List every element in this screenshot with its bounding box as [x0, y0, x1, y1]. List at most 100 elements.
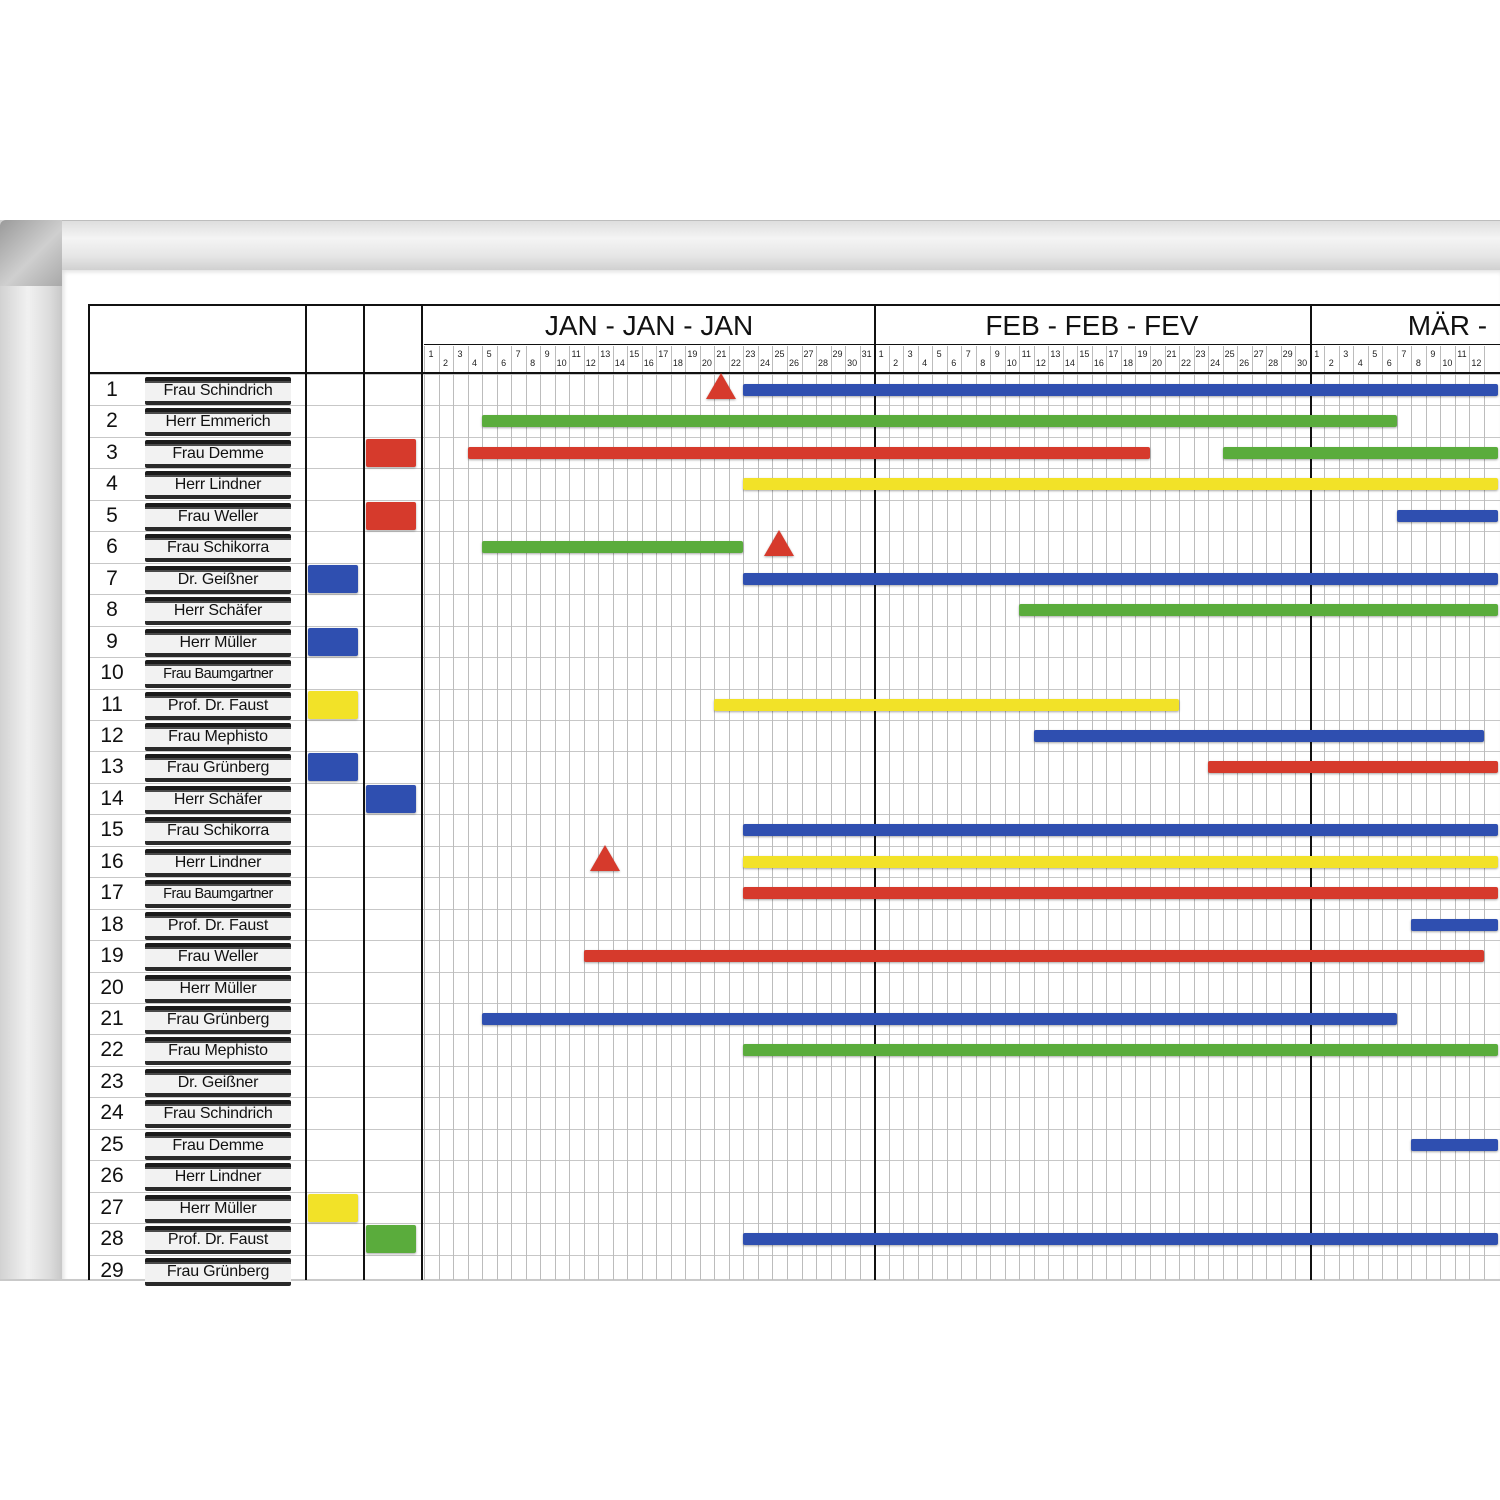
name-card-label: Frau Mephisto [168, 1042, 268, 1060]
day-gridline [1135, 346, 1137, 1280]
status-magnet-col2[interactable] [366, 1225, 416, 1254]
day-number: 25 [774, 349, 785, 359]
row-gridline [88, 908, 1500, 910]
day-gridline [975, 346, 977, 1280]
name-card[interactable]: Herr Müller [145, 1194, 291, 1223]
planning-bar[interactable] [1396, 509, 1499, 522]
day-gridline [961, 346, 963, 1280]
planning-bar[interactable] [1033, 729, 1484, 742]
row-gridline [88, 468, 1500, 470]
day-number: 24 [759, 358, 770, 368]
name-card[interactable]: Frau Schikorra [145, 534, 291, 563]
name-card[interactable]: Dr. Geißner [145, 565, 291, 594]
name-card[interactable]: Prof. Dr. Faust [145, 1226, 291, 1255]
row-number: 26 [100, 1164, 124, 1188]
board-frame-top [0, 220, 1500, 271]
planning-bar[interactable] [743, 384, 1499, 396]
planning-bar[interactable] [1411, 1138, 1499, 1151]
status-magnet-col1[interactable] [308, 564, 358, 593]
name-card[interactable]: Frau Schindrich [145, 377, 291, 405]
day-gridline [990, 346, 992, 1280]
day-gridline [1193, 346, 1195, 1280]
name-card[interactable]: Frau Mephisto [145, 1037, 291, 1066]
row-gridline [88, 499, 1500, 501]
planning-bar[interactable] [482, 415, 1397, 428]
day-number: 27 [803, 349, 814, 359]
name-card[interactable]: Herr Lindner [145, 1163, 291, 1192]
status-magnet-col1[interactable] [308, 627, 358, 656]
name-card[interactable]: Dr. Geißner [145, 1068, 291, 1097]
planning-bar[interactable] [743, 1233, 1499, 1246]
planning-bar[interactable] [743, 572, 1499, 585]
day-number: 3 [457, 349, 463, 359]
day-number: 18 [1122, 358, 1133, 368]
planning-bar[interactable] [467, 446, 1150, 459]
name-card[interactable]: Frau Weller [145, 502, 291, 531]
planning-bar[interactable] [743, 824, 1499, 837]
name-card-label: Frau Baumgartner [163, 666, 273, 683]
name-card[interactable]: Frau Grünberg [145, 1257, 291, 1286]
day-gridline [511, 346, 513, 1280]
day-number: 15 [1079, 349, 1090, 359]
day-gridline [424, 346, 425, 1280]
name-card[interactable]: Frau Schikorra [145, 817, 291, 846]
triangle-marker[interactable] [706, 373, 737, 399]
row-gridline [88, 562, 1500, 564]
planning-bar[interactable] [1019, 604, 1499, 617]
planning-bar[interactable] [743, 887, 1499, 900]
status-magnet-col1[interactable] [308, 753, 358, 782]
day-gridline [453, 346, 455, 1280]
planning-bar[interactable] [1208, 761, 1499, 774]
status-magnet-col1[interactable] [308, 1193, 358, 1222]
triangle-marker[interactable] [764, 530, 795, 557]
planning-bar[interactable] [583, 950, 1484, 963]
planning-bar[interactable] [1411, 918, 1499, 931]
name-card[interactable]: Frau Weller [145, 943, 291, 972]
name-card[interactable]: Herr Lindner [145, 471, 291, 500]
planning-bar[interactable] [482, 1013, 1397, 1025]
name-card-label: Herr Emmerich [165, 413, 271, 431]
name-card[interactable]: Frau Baumgartner [145, 660, 291, 689]
day-number: 25 [1224, 349, 1235, 359]
name-card[interactable]: Frau Schindrich [145, 1100, 291, 1129]
name-card[interactable]: Prof. Dr. Faust [145, 911, 291, 940]
planning-bar[interactable] [482, 541, 744, 554]
status-magnet-col2[interactable] [366, 438, 416, 467]
name-card[interactable]: Prof. Dr. Faust [145, 691, 291, 720]
day-gridline [1208, 346, 1210, 1280]
planning-bar[interactable] [743, 478, 1499, 491]
name-card[interactable]: Herr Schäfer [145, 785, 291, 814]
name-card[interactable]: Herr Müller [145, 628, 291, 657]
name-card[interactable]: Frau Mephisto [145, 722, 291, 751]
name-card[interactable]: Frau Demme [145, 439, 291, 468]
name-card[interactable]: Herr Emmerich [145, 408, 291, 437]
name-card-label: Frau Weller [177, 948, 259, 966]
day-number: 2 [443, 358, 449, 368]
status-magnet-col2[interactable] [366, 501, 416, 530]
status-magnet-col1[interactable] [308, 690, 358, 719]
day-gridline [1440, 346, 1442, 1280]
name-card[interactable]: Herr Müller [145, 974, 291, 1003]
day-number: 11 [1457, 349, 1467, 359]
planning-bar[interactable] [743, 855, 1499, 868]
name-card[interactable]: Frau Grünberg [145, 754, 291, 783]
planning-bar[interactable] [743, 1044, 1499, 1057]
day-number: 7 [515, 349, 521, 359]
row-number: 13 [100, 755, 124, 779]
day-number: 5 [936, 349, 942, 359]
planning-bar[interactable] [1222, 446, 1499, 459]
name-card[interactable]: Frau Demme [145, 1131, 291, 1160]
day-gridline [1280, 346, 1282, 1280]
day-gridline [1454, 346, 1456, 1280]
day-gridline [1353, 346, 1355, 1280]
triangle-marker[interactable] [590, 844, 621, 871]
name-card[interactable]: Frau Grünberg [145, 1006, 291, 1034]
name-card[interactable]: Herr Lindner [145, 848, 291, 877]
column-divider [1309, 304, 1312, 1280]
status-magnet-col2[interactable] [366, 784, 416, 813]
planning-bar[interactable] [714, 698, 1180, 711]
row-gridline [88, 1065, 1500, 1067]
day-number: 19 [687, 349, 698, 359]
name-card[interactable]: Herr Schäfer [145, 597, 291, 626]
name-card[interactable]: Frau Baumgartner [145, 880, 291, 909]
